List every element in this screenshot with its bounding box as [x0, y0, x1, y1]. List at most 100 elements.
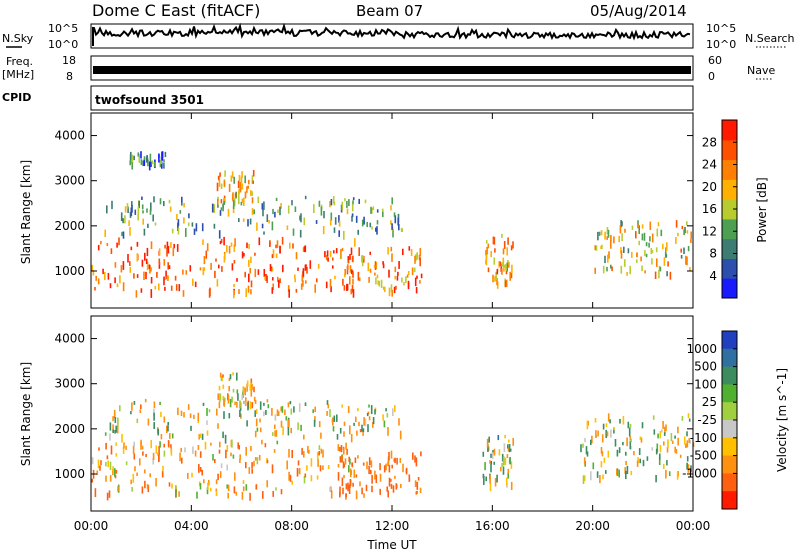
power-mark [373, 264, 376, 268]
power-mark [244, 191, 247, 199]
power-mark [364, 199, 367, 204]
velocity-mark [366, 461, 368, 470]
power-mark [250, 190, 252, 196]
power-mark [391, 289, 393, 297]
power-mark [496, 269, 499, 275]
date-label: 05/Aug/2014 [590, 2, 687, 20]
velocity-mark [681, 416, 684, 421]
velocity-mark [390, 483, 393, 489]
power-mark [97, 278, 100, 285]
nave-label: Nave [747, 64, 775, 77]
power-mark [150, 161, 152, 167]
velocity-mark [379, 463, 381, 471]
cpid-value: twofsound 3501 [95, 93, 204, 107]
velocity-mark [420, 451, 422, 457]
power-mark [277, 209, 279, 214]
power-mark [279, 278, 281, 283]
velocity-mark [329, 409, 331, 418]
power-mark [658, 270, 660, 279]
velocity-mark [201, 433, 204, 440]
power-mark [380, 279, 383, 288]
power-mark [164, 151, 167, 158]
power-mark [329, 278, 332, 288]
power-mark [403, 282, 405, 286]
power-mark [278, 279, 280, 288]
velocity-mark [331, 419, 334, 423]
power-mark [163, 159, 165, 163]
power-mark [608, 251, 610, 259]
velocity-mark [259, 418, 261, 423]
power-mark [641, 224, 644, 229]
power-region-0 [91, 236, 356, 299]
velocity-mark [319, 465, 322, 472]
velocity-mark [244, 401, 246, 405]
power-mark [133, 273, 135, 279]
power-mark [501, 268, 503, 275]
velocity-mark [304, 402, 307, 406]
power-mark [363, 216, 365, 225]
velocity-mark [665, 424, 667, 432]
power-mark [342, 278, 344, 286]
velocity-mark [152, 452, 155, 460]
power-mark [218, 264, 220, 269]
velocity-mark [322, 465, 324, 470]
power-mark [136, 241, 139, 247]
power-mark [272, 249, 275, 258]
velocity-mark [288, 471, 290, 481]
power-mark [375, 277, 377, 285]
velocity-mark [501, 462, 503, 467]
velocity-mark [340, 445, 343, 453]
power-mark [620, 220, 622, 228]
power-mark [502, 248, 505, 255]
power-mark [636, 259, 638, 263]
velocity-mark [347, 485, 349, 489]
velocity-mark [666, 447, 669, 453]
power-mark [223, 236, 225, 246]
velocity-mark [233, 486, 236, 494]
velocity-mark [507, 472, 509, 479]
velocity-mark [583, 457, 586, 465]
power-mark [334, 275, 336, 280]
power-mark [166, 241, 169, 249]
velocity-mark [490, 453, 492, 458]
velocity-mark [658, 456, 661, 465]
power-mark [376, 274, 379, 279]
power-mark [301, 274, 304, 282]
velocity-mark [163, 450, 166, 457]
velocity-mark [594, 418, 597, 423]
velocity-mark [105, 461, 107, 467]
velocity-mark [316, 452, 319, 459]
power-mark [341, 247, 344, 252]
velocity-mark [221, 375, 223, 382]
power-mark [295, 252, 298, 260]
velocity-mark [104, 432, 107, 436]
velocity-mark [214, 459, 216, 463]
power-mark [226, 245, 228, 253]
velocity-mark [348, 456, 350, 462]
power-mark [297, 267, 299, 271]
power-mark [349, 276, 351, 285]
velocity-mark [144, 480, 146, 489]
power-mark [143, 156, 146, 161]
power-mark [168, 265, 171, 269]
power-mark [350, 247, 353, 255]
velocity-mark [262, 491, 264, 499]
power-mark [130, 246, 133, 251]
power-mark [638, 240, 640, 246]
power-mark [387, 247, 389, 255]
power-mark [382, 286, 385, 290]
velocity-mark [117, 417, 119, 427]
power-mark [358, 198, 360, 204]
power-mark [195, 223, 198, 232]
power-mark [392, 229, 394, 238]
power-mark [129, 227, 131, 236]
velocity-mark [181, 457, 183, 464]
velocity-mark [357, 407, 359, 412]
power-mark [191, 222, 194, 227]
power-mark [352, 200, 354, 205]
velocity-mark [417, 477, 420, 481]
power-mark [271, 268, 274, 272]
power-mark [241, 183, 244, 190]
power-mark [167, 246, 170, 254]
velocity-mark [226, 445, 229, 452]
